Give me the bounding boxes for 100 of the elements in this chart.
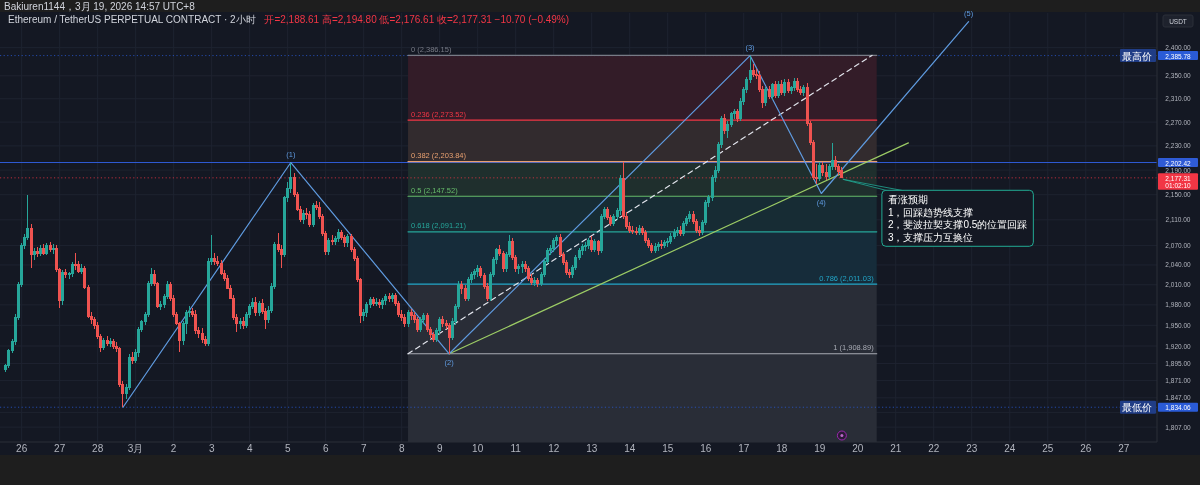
x-tick-label: 7 [360,443,367,454]
candlestick [108,337,112,348]
x-tick-label: 28 [92,443,104,454]
x-tick-label: 18 [776,443,788,454]
candlestick [821,161,825,177]
candlestick [64,268,68,279]
candlestick [48,241,52,253]
candlestick [102,337,106,351]
x-tick-label: 6 [322,443,329,454]
candlestick [51,243,55,255]
candlestick [644,229,648,244]
x-tick-label: 3月 [127,443,144,454]
candlestick [533,276,537,287]
candlestick [374,297,378,307]
candlestick [378,298,382,309]
candlestick [238,317,242,330]
candlestick [330,234,334,246]
candlestick [783,78,787,97]
candlestick [346,233,350,248]
x-tick-label: 5 [284,443,291,454]
candlestick [552,237,556,253]
candlestick [786,78,790,94]
candlestick [637,224,641,236]
candlestick [35,246,39,258]
annotation: 开=2,188.61 高=2,194.80 低=2,176.61 收=2,177.31 −10.70 (−0.49%) [264,14,570,25]
candlestick [764,86,768,107]
candlestick [45,242,49,256]
x-tick-label: 15 [662,443,674,454]
candlestick [751,63,755,78]
candlestick [840,166,844,179]
candlestick [213,252,217,266]
candlestick [194,309,198,335]
candlestick [419,316,423,333]
x-tick-label: 10 [472,443,484,454]
candlestick [666,237,670,248]
x-tick-label: 26 [16,443,28,454]
candlestick [336,228,340,243]
candlestick [73,252,77,271]
candlestick [580,243,584,256]
candlestick [656,241,660,252]
candlestick [631,225,635,235]
candlestick [777,81,781,99]
x-tick-label: 12 [548,443,560,454]
x-tick-label: 4 [246,443,253,454]
candlestick [365,301,369,318]
candlestick [406,309,410,328]
x-tick-label: 9 [436,443,443,454]
x-tick-label: 22 [928,443,940,454]
candlestick [688,210,692,223]
candlestick [536,277,540,288]
x-tick-label: 25 [1042,443,1054,454]
x-tick-label: 20 [852,443,864,454]
candlestick [200,327,204,344]
x-tick-label: 19 [814,443,826,454]
x-tick-label: 27 [1118,443,1130,454]
candlestick [770,82,774,101]
candlestick [111,338,115,350]
candlestick [381,297,385,310]
candlestick [70,261,74,278]
candlestick [447,322,451,355]
candlestick [818,161,822,182]
candlestick [254,296,258,317]
candlestick [390,292,394,303]
candlestick [29,223,33,269]
candlestick [653,242,657,254]
candlestick [526,265,530,282]
candlestick [650,242,654,254]
candlestick [663,239,667,249]
candlestick [618,174,622,216]
annotation: 看涨预期 1，回踩趋势线支撑 2，斐波拉契支撑0.5的位置回踩 3，支撑压力互换位 [887,194,1028,243]
x-tick-label: 3 [208,443,215,454]
candlestick [583,241,587,252]
candlestick [441,315,445,328]
candlestick [473,268,477,280]
candlestick [308,210,312,228]
candlestick [590,235,594,253]
candlestick [596,239,600,256]
candlestick [767,85,771,100]
candlestick [61,269,65,306]
candlestick [311,202,315,228]
candlestick [796,77,800,93]
candlestick [780,79,784,96]
x-tick-label: 24 [1004,443,1016,454]
candlestick [403,313,407,328]
candlestick [387,292,391,303]
candlestick [723,113,727,135]
x-tick-label: 2 [170,443,177,454]
x-tick-label: 27 [54,443,66,454]
candlestick [130,351,134,365]
x-tick-label: 11 [510,443,522,454]
candlestick [476,264,480,278]
candlestick [42,243,46,256]
candlestick [327,237,331,256]
candlestick [409,308,413,321]
x-tick-label: 17 [738,443,750,454]
x-tick-label: 8 [398,443,405,454]
candlestick [80,263,84,275]
candlestick [384,293,388,306]
candlestick [773,81,777,99]
candlestick [32,247,36,261]
